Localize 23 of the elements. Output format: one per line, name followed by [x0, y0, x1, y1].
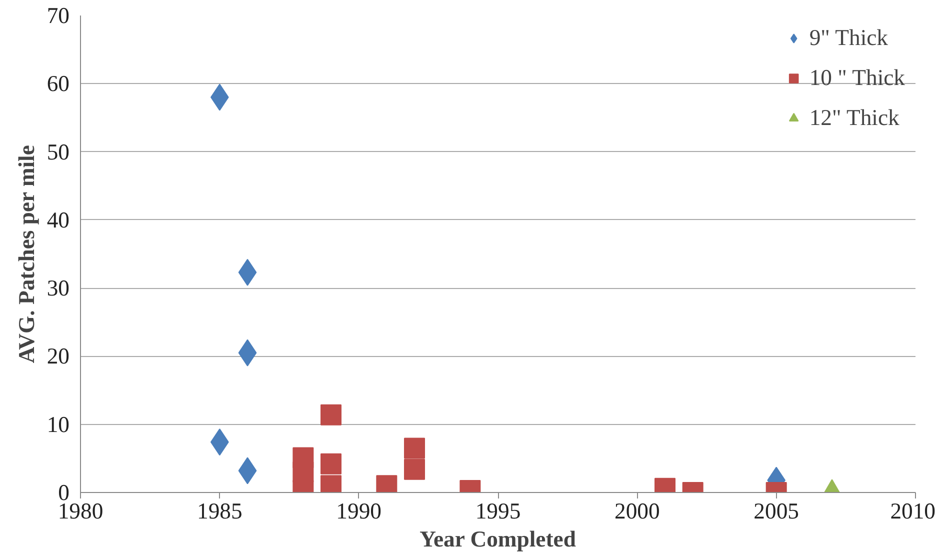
x-tick-label: 1990 [336, 498, 382, 524]
x-tick-label: 2005 [754, 498, 799, 524]
point [320, 404, 342, 426]
x-tick-label: 1985 [197, 498, 242, 524]
y-tick-label: 40 [46, 207, 70, 232]
y-tick-label: 70 [46, 3, 70, 28]
point [404, 458, 425, 480]
x-tick-label: 1995 [475, 498, 521, 524]
x-tick-label: 2010 [890, 498, 935, 524]
point [404, 438, 425, 459]
y-tick-label: 60 [46, 71, 70, 96]
y-tick-label: 10 [46, 412, 70, 437]
y-tick-label: 50 [46, 139, 70, 164]
legend-label: 12" Thick [809, 105, 900, 131]
point [320, 453, 342, 474]
y-axis-title: AVG. Patches per mile [14, 145, 39, 364]
y-tick-label: 0 [58, 480, 70, 505]
x-axis-title: Year Completed [420, 526, 576, 552]
legend-label: 9" Thick [809, 25, 888, 51]
x-tick-label: 2000 [614, 498, 660, 524]
y-tick-label: 20 [46, 344, 70, 369]
legend-label: 10 " Thick [809, 65, 905, 91]
y-tick-label: 30 [46, 276, 70, 301]
